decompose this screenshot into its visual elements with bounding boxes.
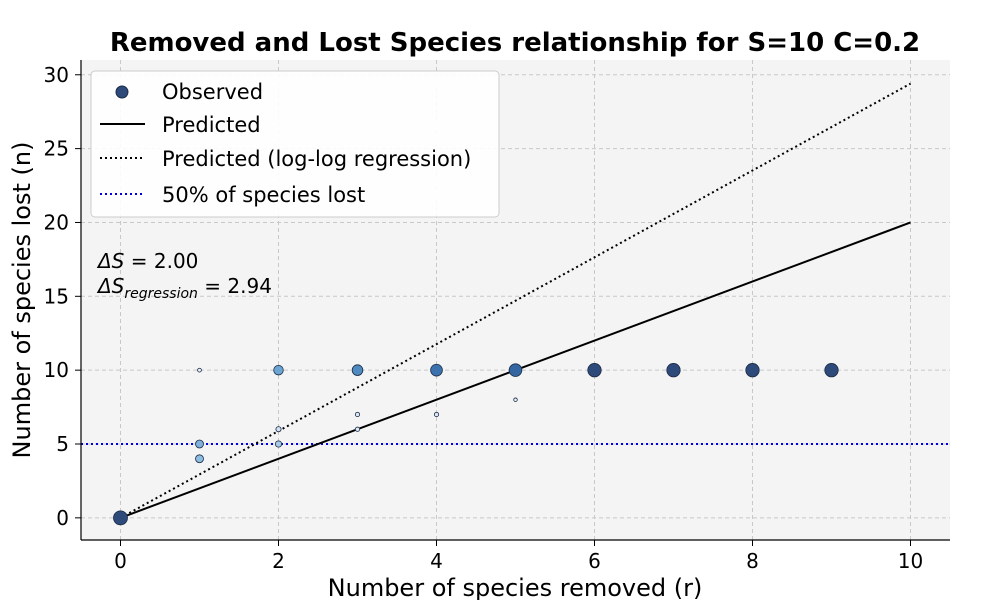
observed-point: [195, 454, 204, 464]
observed-point: [587, 363, 602, 378]
observed-point: [433, 411, 440, 418]
observed-point: [513, 397, 518, 402]
observed-point: [824, 363, 839, 378]
observed-points: [113, 363, 839, 526]
x-axis-label: Number of species removed (r): [328, 574, 703, 600]
x-tick-label: 10: [898, 549, 923, 573]
delta-s-symbol: ΔS: [96, 249, 125, 273]
legend-marker-observed: [115, 85, 129, 99]
y-tick-label: 5: [56, 432, 69, 456]
delta-s-regression-annotation: ΔSregression = 2.94: [96, 274, 272, 302]
x-tick-label: 2: [272, 549, 285, 573]
legend-label-regression: Predicted (log-log regression): [162, 147, 471, 171]
observed-point: [745, 363, 760, 378]
legend-label-observed: Observed: [162, 80, 263, 104]
observed-point: [351, 364, 364, 376]
x-tick-label: 8: [746, 549, 759, 573]
y-tick-label: 10: [44, 358, 69, 382]
y-axis-label: Number of species lost (n): [8, 142, 36, 459]
tick-labels: 0 2 4 6 8 10 0 5 10 15 20 25 30: [44, 63, 924, 573]
y-tick-label: 0: [56, 506, 69, 530]
observed-point: [354, 411, 361, 418]
delta-s-reg-subscript: regression: [124, 286, 198, 302]
y-tick-label: 20: [44, 210, 69, 234]
legend-box: [90, 70, 500, 218]
legend-label-predicted: Predicted: [162, 113, 261, 137]
predicted-regression-line: [120, 82, 911, 519]
y-tick-label: 25: [44, 137, 69, 161]
observed-point: [274, 440, 283, 448]
x-tick-label: 4: [430, 549, 443, 573]
observed-point: [275, 426, 282, 433]
axes: [75, 60, 950, 546]
observed-point: [508, 363, 523, 377]
y-tick-label: 15: [44, 284, 69, 308]
delta-s-reg-value: = 2.94: [198, 274, 272, 298]
y-tick-label: 30: [44, 63, 69, 87]
observed-point: [430, 363, 443, 377]
observed-point: [113, 510, 128, 526]
delta-s-value: = 2.00: [124, 249, 198, 273]
observed-point: [195, 439, 204, 449]
delta-s-reg-symbol: ΔS: [96, 274, 125, 298]
observed-point: [666, 363, 681, 378]
legend-label-fifty-percent: 50% of species lost: [162, 183, 365, 207]
x-tick-label: 0: [114, 549, 127, 573]
chart-title: Removed and Lost Species relationship fo…: [110, 28, 920, 58]
legend: Observed Predicted Predicted (log-log re…: [90, 70, 500, 218]
x-tick-label: 6: [588, 549, 601, 573]
observed-point: [273, 364, 284, 376]
observed-point: [197, 367, 202, 373]
delta-s-annotation: ΔS = 2.00: [96, 249, 198, 273]
observed-point: [354, 426, 361, 432]
